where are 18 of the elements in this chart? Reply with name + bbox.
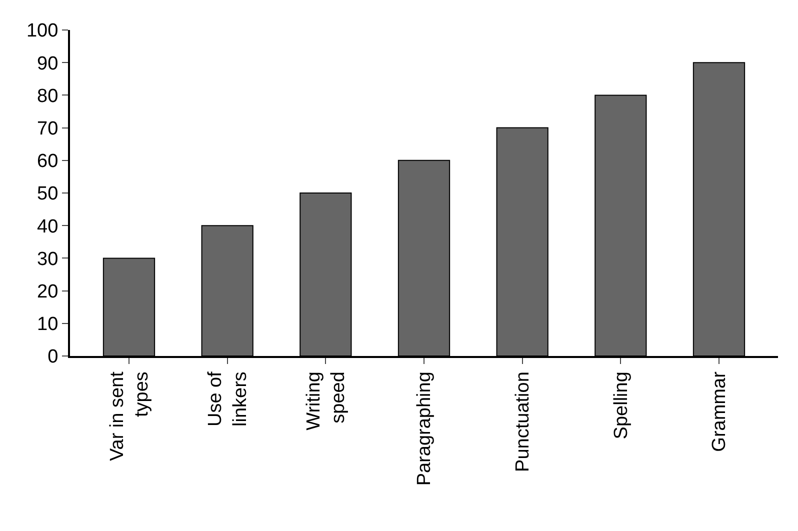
x-tick-label: Writing speed [303,372,350,430]
y-tick-label: 0 [48,346,58,368]
y-tick-label: 80 [37,86,58,107]
x-tick-label: Var in sent types [106,370,153,462]
x-tick-label: Paragraphing [414,372,436,486]
x-tick-label: Punctuation [512,372,534,472]
y-tick-label: 30 [37,248,58,270]
x-tick-label: Spelling [610,372,632,440]
x-tick-label: Use of linkers [205,370,251,427]
y-tick-label: 10 [37,314,58,336]
y-tick-label: 100 [26,20,58,42]
y-tick-label: 60 [37,151,58,172]
y-tick-label: 40 [37,216,58,238]
x-tick-label: Grammar [709,370,730,452]
y-tick-label: 50 [37,184,58,205]
y-tick-label: 90 [37,53,58,74]
y-tick-label: 20 [37,281,58,302]
y-tick-label: 70 [37,118,58,140]
